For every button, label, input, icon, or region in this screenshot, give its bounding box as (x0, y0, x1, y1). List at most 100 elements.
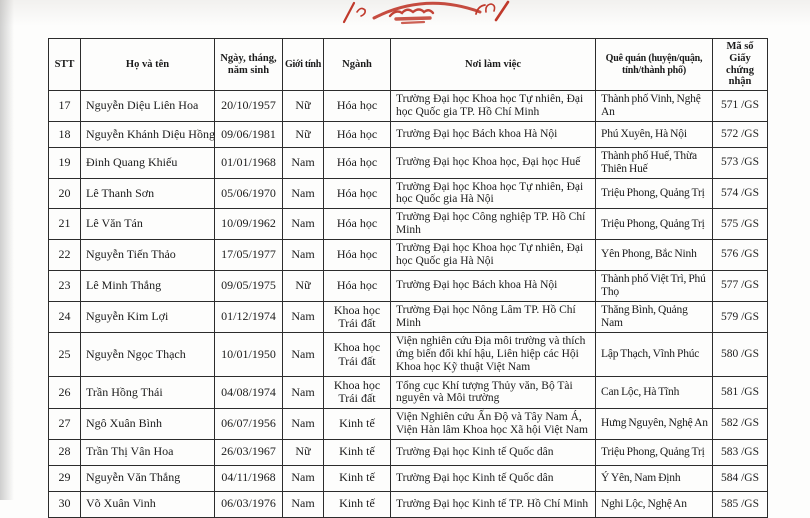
cell-cert-number: 577 /GS (712, 269, 768, 302)
cell-cert-number: 576 /GS (712, 239, 768, 271)
cell-stt: 21 (48, 208, 81, 240)
cell-dob: 04/11/1968 (214, 464, 283, 492)
cell-gender: Nam (282, 146, 324, 179)
cell-name: Nguyễn Diệu Liên Hoa (80, 90, 215, 122)
table-body: 17 Nguyễn Diệu Liên Hoa 20/10/1957 Nữ Hóa họ… (48, 90, 768, 518)
cell-hometown: Thăng Bình, Quảng Nam (595, 300, 713, 334)
cell-cert-number: 583 /GS (712, 438, 768, 466)
cell-dob: 09/06/1981 (214, 120, 283, 148)
cell-workplace: Trường Đại học Nông Lâm TP. Hồ Chí Minh (390, 300, 596, 334)
cell-workplace: Tổng cục Khí tượng Thủy văn, Bộ Tài nguy… (390, 376, 596, 409)
cell-hometown: Nghi Lộc, Nghệ An (595, 490, 713, 518)
cell-dob: 17/05/1977 (214, 239, 283, 271)
cell-workplace: Viện Nghiên cứu Ấn Độ và Tây Nam Á, Viện… (390, 407, 596, 440)
cell-field: Hóa học (323, 120, 391, 148)
cell-name: Nguyễn Ngọc Thạch (80, 332, 215, 377)
cell-stt: 23 (48, 269, 81, 302)
cell-stt: 26 (48, 376, 81, 409)
cell-cert-number: 581 /GS (712, 376, 768, 409)
cell-gender: Nam (282, 376, 324, 409)
cell-name: Lê Minh Thắng (80, 269, 215, 302)
cell-dob: 09/05/1975 (214, 269, 283, 302)
col-header-name: Họ và tên (80, 38, 215, 91)
cell-gender: Nam (282, 208, 324, 240)
table-row: 24 Nguyễn Kim Lợi 01/12/1974 Nam Khoa học Tr… (48, 300, 768, 334)
cell-cert-number: 584 /GS (712, 464, 768, 492)
cell-name: Nguyễn Khánh Diệu Hồng (80, 120, 215, 148)
cell-stt: 22 (48, 239, 81, 271)
cell-stt: 20 (48, 177, 81, 210)
cell-dob: 06/03/1976 (214, 490, 283, 518)
cell-workplace: Viện nghiên cứu Địa môi trường và thích … (390, 332, 596, 377)
cell-dob: 01/01/1968 (214, 146, 283, 179)
cell-field: Hóa học (323, 208, 391, 240)
cell-field: Hóa học (323, 90, 391, 122)
cell-hometown: Lập Thạch, Vĩnh Phúc (595, 332, 713, 377)
cell-name: Ngô Xuân Bình (80, 407, 215, 440)
cell-workplace: Trường Đại học Công nghiệp TP. Hồ Chí Mi… (390, 208, 596, 240)
cell-cert-number: 579 /GS (712, 300, 768, 334)
cell-field: Hóa học (323, 269, 391, 302)
cell-cert-number: 582 /GS (712, 407, 768, 440)
cell-cert-number: 585 /GS (712, 490, 768, 518)
cell-stt: 24 (48, 300, 81, 334)
cell-gender: Nam (282, 407, 324, 440)
cell-cert-number: 573 /GS (712, 146, 768, 179)
cell-hometown: Ý Yên, Nam Định (595, 464, 713, 492)
cell-workplace: Trường Đại học Khoa học Tự nhiên, Đại họ… (390, 239, 596, 271)
cell-stt: 19 (48, 146, 81, 179)
table-row: 20 Lê Thanh Sơn 05/06/1970 Nam Hóa học Trường… (48, 177, 768, 210)
table-row: 23 Lê Minh Thắng 09/05/1975 Nữ Hóa học Trường… (48, 269, 768, 302)
cell-field: Kinh tế (323, 490, 391, 518)
cell-hometown: Thành phố Việt Trì, Phú Thọ (595, 269, 713, 302)
cell-stt: 18 (48, 120, 81, 148)
cell-name: Võ Xuân Vinh (80, 490, 215, 518)
cell-dob: 06/07/1956 (214, 407, 283, 440)
table-row: 27 Ngô Xuân Bình 06/07/1956 Nam Kinh tế Viện … (48, 407, 768, 440)
cell-gender: Nam (282, 490, 324, 518)
cell-name: Trần Thị Vân Hoa (80, 438, 215, 466)
cell-name: Nguyễn Tiến Thảo (80, 239, 215, 271)
cell-cert-number: 574 /GS (712, 177, 768, 210)
professor-certificate-table: STT Họ và tên Ngày, tháng, năm sinh Giới… (48, 38, 768, 518)
cell-field: Khoa học Trái đất (323, 300, 391, 334)
red-seal-stamp-fragment (342, 0, 510, 25)
cell-workplace: Trường Đại học Bách khoa Hà Nội (390, 120, 596, 148)
table-row: 30 Võ Xuân Vinh 06/03/1976 Nam Kinh tế Trường… (48, 490, 768, 518)
cell-name: Lê Thanh Sơn (80, 177, 215, 210)
cell-workplace: Trường Đại học Khoa học Tự nhiên, Đại họ… (390, 177, 596, 210)
cell-dob: 05/06/1970 (214, 177, 283, 210)
cell-stt: 17 (48, 90, 81, 122)
col-header-gender: Giới tính (282, 38, 324, 91)
cell-hometown: Triệu Phong, Quảng Trị (595, 177, 713, 210)
cell-workplace: Trường Đại học Kinh tế TP. Hồ Chí Minh (390, 490, 596, 518)
cell-hometown: Can Lộc, Hà Tĩnh (595, 376, 713, 409)
cell-field: Hóa học (323, 177, 391, 210)
cell-name: Nguyễn Văn Thắng (80, 464, 215, 492)
cell-field: Khoa học Trái đất (323, 376, 391, 409)
cell-stt: 29 (48, 464, 81, 492)
col-header-dob: Ngày, tháng, năm sinh (214, 38, 283, 91)
cell-name: Đinh Quang Khiếu (80, 146, 215, 179)
cell-cert-number: 571 /GS (712, 90, 768, 122)
cell-field: Kinh tế (323, 438, 391, 466)
cell-cert-number: 572 /GS (712, 120, 768, 148)
cell-name: Trần Hồng Thái (80, 376, 215, 409)
cell-gender: Nữ (282, 90, 324, 122)
cell-workplace: Trường Đại học Khoa học Tự nhiên, Đại họ… (390, 90, 596, 122)
header-row: STT Họ và tên Ngày, tháng, năm sinh Giới… (48, 38, 768, 91)
cell-field: Khoa học Trái đất (323, 332, 391, 377)
cell-cert-number: 575 /GS (712, 208, 768, 240)
cell-gender: Nữ (282, 269, 324, 302)
cell-workplace: Trường Đại học Khoa học, Đại học Huế (390, 146, 596, 179)
table-row: 22 Nguyễn Tiến Thảo 17/05/1977 Nam Hóa học Tr… (48, 239, 768, 271)
cell-name: Lê Văn Tán (80, 208, 215, 240)
cell-dob: 04/08/1974 (214, 376, 283, 409)
cell-name: Nguyễn Kim Lợi (80, 300, 215, 334)
cell-workplace: Trường Đại học Kinh tế Quốc dân (390, 438, 596, 466)
cell-cert-number: 580 /GS (712, 332, 768, 377)
cell-hometown: Phú Xuyên, Hà Nội (595, 120, 713, 148)
cell-hometown: Thành phố Huế, Thừa Thiên Huế (595, 146, 713, 179)
cell-gender: Nam (282, 239, 324, 271)
